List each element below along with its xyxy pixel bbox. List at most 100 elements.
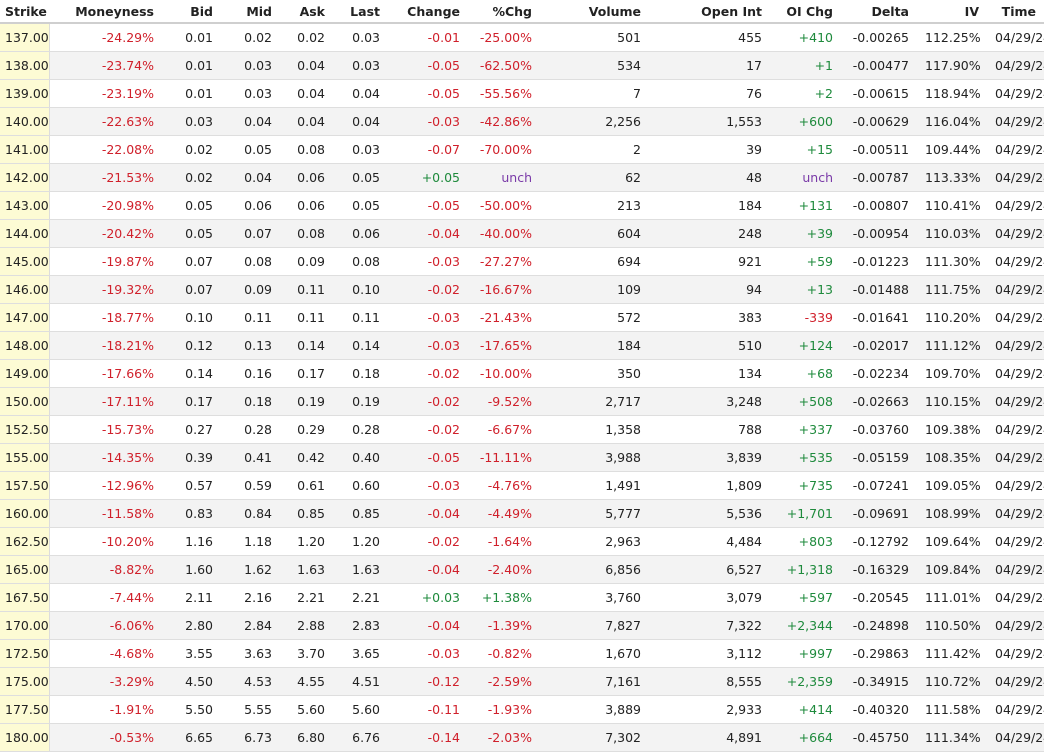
table-row[interactable]: 170.00 -6.06% 2.80 2.84 2.88 2.83 -0.04 -1.39% 7… <box>0 611 1044 640</box>
cell-strike: 143.00 <box>0 191 50 220</box>
table-row[interactable]: 144.00 -20.42% 0.05 0.07 0.08 0.06 -0.04 -40.00… <box>0 219 1044 248</box>
table-row[interactable]: 165.00 -8.82% 1.60 1.62 1.63 1.63 -0.04 -2.40% 6… <box>0 555 1044 584</box>
cell-strike: 137.00 <box>0 23 50 52</box>
table-row[interactable]: 152.50 -15.73% 0.27 0.28 0.29 0.28 -0.02 -6.67%… <box>0 415 1044 444</box>
cell-oi-change: +124 <box>770 331 841 360</box>
cell-open-interest: 3,079 <box>649 583 770 612</box>
cell-ask: 0.04 <box>280 51 333 80</box>
cell-volume: 5,777 <box>540 499 649 528</box>
cell-change: -0.02 <box>388 275 468 304</box>
cell-pct-change: unch <box>468 163 540 192</box>
table-row[interactable]: 145.00 -19.87% 0.07 0.08 0.09 0.08 -0.03 -27.27… <box>0 247 1044 276</box>
cell-oi-change: +535 <box>770 443 841 472</box>
column-header-ask[interactable]: Ask <box>280 0 333 24</box>
cell-mid: 2.16 <box>221 583 280 612</box>
table-row[interactable]: 141.00 -22.08% 0.02 0.05 0.08 0.03 -0.07 -70.00… <box>0 135 1044 164</box>
cell-iv: 109.64% <box>917 527 987 556</box>
cell-moneyness: -19.32% <box>49 275 162 304</box>
cell-bid: 0.07 <box>162 275 221 304</box>
table-row[interactable]: 180.00 -0.53% 6.65 6.73 6.80 6.76 -0.14 -2.03% 7… <box>0 723 1044 752</box>
cell-strike: 145.00 <box>0 247 50 276</box>
column-header-volume[interactable]: Volume <box>540 0 649 24</box>
cell-ask: 0.42 <box>280 443 333 472</box>
cell-oi-change: +508 <box>770 387 841 416</box>
cell-pct-change: -2.59% <box>468 667 540 696</box>
cell-moneyness: -18.21% <box>49 331 162 360</box>
cell-change: -0.04 <box>388 499 468 528</box>
column-header-time[interactable]: Time <box>987 0 1044 24</box>
column-header-open-interest[interactable]: Open Int <box>649 0 770 24</box>
table-row[interactable]: 157.50 -12.96% 0.57 0.59 0.61 0.60 -0.03 -4.76%… <box>0 471 1044 500</box>
cell-change: -0.03 <box>388 247 468 276</box>
column-header-iv[interactable]: IV <box>917 0 987 24</box>
table-row[interactable]: 139.00 -23.19% 0.01 0.03 0.04 0.04 -0.05 -55.56… <box>0 79 1044 108</box>
cell-change: -0.05 <box>388 191 468 220</box>
cell-time: 04/29/24 <box>987 583 1044 612</box>
cell-time: 04/29/24 <box>987 695 1044 724</box>
cell-open-interest: 455 <box>649 23 770 52</box>
table-row[interactable]: 137.00 -24.29% 0.01 0.02 0.02 0.03 -0.01 -25.00… <box>0 23 1044 52</box>
cell-iv: 111.01% <box>917 583 987 612</box>
table-row[interactable]: 148.00 -18.21% 0.12 0.13 0.14 0.14 -0.03 -17.65… <box>0 331 1044 360</box>
table-row[interactable]: 149.00 -17.66% 0.14 0.16 0.17 0.18 -0.02 -10.00… <box>0 359 1044 388</box>
table-row[interactable]: 146.00 -19.32% 0.07 0.09 0.11 0.10 -0.02 -16.67… <box>0 275 1044 304</box>
cell-moneyness: -6.06% <box>49 611 162 640</box>
table-row[interactable]: 147.00 -18.77% 0.10 0.11 0.11 0.11 -0.03 -21.43… <box>0 303 1044 332</box>
cell-iv: 109.38% <box>917 415 987 444</box>
cell-last: 0.60 <box>333 471 388 500</box>
table-row[interactable]: 177.50 -1.91% 5.50 5.55 5.60 5.60 -0.11 -1.93% 3… <box>0 695 1044 724</box>
cell-strike: 177.50 <box>0 695 50 724</box>
cell-oi-change: +15 <box>770 135 841 164</box>
column-header-change[interactable]: Change <box>388 0 468 24</box>
table-row[interactable]: 142.00 -21.53% 0.02 0.04 0.06 0.05 +0.05 unch 62… <box>0 163 1044 192</box>
table-row[interactable]: 138.00 -23.74% 0.01 0.03 0.04 0.03 -0.05 -62.50… <box>0 51 1044 80</box>
cell-ask: 0.04 <box>280 107 333 136</box>
cell-pct-change: -70.00% <box>468 135 540 164</box>
cell-open-interest: 248 <box>649 219 770 248</box>
table-row[interactable]: 172.50 -4.68% 3.55 3.63 3.70 3.65 -0.03 -0.82% 1… <box>0 639 1044 668</box>
cell-volume: 1,491 <box>540 471 649 500</box>
cell-volume: 3,760 <box>540 583 649 612</box>
column-header-last[interactable]: Last <box>333 0 388 24</box>
column-header-strike[interactable]: Strike <box>0 0 49 24</box>
cell-change: +0.05 <box>388 163 468 192</box>
table-row[interactable]: 155.00 -14.35% 0.39 0.41 0.42 0.40 -0.05 -11.11… <box>0 443 1044 472</box>
cell-pct-change: -17.65% <box>468 331 540 360</box>
cell-pct-change: -2.03% <box>468 723 540 752</box>
table-row[interactable]: 143.00 -20.98% 0.05 0.06 0.06 0.05 -0.05 -50.00… <box>0 191 1044 220</box>
column-header-delta[interactable]: Delta <box>841 0 917 24</box>
cell-volume: 7,827 <box>540 611 649 640</box>
cell-time: 04/29/24 <box>987 191 1044 220</box>
table-row[interactable]: 167.50 -7.44% 2.11 2.16 2.21 2.21 +0.03 +1.38% 3… <box>0 583 1044 612</box>
column-header-mid[interactable]: Mid <box>221 0 280 24</box>
cell-mid: 4.53 <box>221 667 280 696</box>
table-row[interactable]: 162.50 -10.20% 1.16 1.18 1.20 1.20 -0.02 -1.64%… <box>0 527 1044 556</box>
cell-change: -0.03 <box>388 107 468 136</box>
cell-oi-change: +414 <box>770 695 841 724</box>
column-header-moneyness[interactable]: Moneyness <box>49 0 162 24</box>
cell-open-interest: 7,322 <box>649 611 770 640</box>
cell-change: -0.11 <box>388 695 468 724</box>
cell-moneyness: -18.77% <box>49 303 162 332</box>
cell-strike: 138.00 <box>0 51 50 80</box>
cell-strike: 170.00 <box>0 611 50 640</box>
cell-delta: -0.01641 <box>841 303 917 332</box>
header-row: Strike Moneyness Bid Mid Ask Last Change… <box>0 0 1044 24</box>
column-header-oi-change[interactable]: OI Chg <box>770 0 841 24</box>
table-row[interactable]: 175.00 -3.29% 4.50 4.53 4.55 4.51 -0.12 -2.59% 7… <box>0 667 1044 696</box>
cell-time: 04/29/24 <box>987 611 1044 640</box>
cell-open-interest: 94 <box>649 275 770 304</box>
table-row[interactable]: 160.00 -11.58% 0.83 0.84 0.85 0.85 -0.04 -4.49%… <box>0 499 1044 528</box>
cell-pct-change: -21.43% <box>468 303 540 332</box>
column-header-pct-change[interactable]: %Chg <box>468 0 540 24</box>
cell-oi-change: +664 <box>770 723 841 752</box>
table-row[interactable]: 140.00 -22.63% 0.03 0.04 0.04 0.04 -0.03 -42.86… <box>0 107 1044 136</box>
cell-bid: 0.05 <box>162 191 221 220</box>
cell-mid: 0.16 <box>221 359 280 388</box>
cell-iv: 109.05% <box>917 471 987 500</box>
column-header-bid[interactable]: Bid <box>162 0 221 24</box>
cell-moneyness: -19.87% <box>49 247 162 276</box>
cell-time: 04/29/24 <box>987 247 1044 276</box>
table-row[interactable]: 150.00 -17.11% 0.17 0.18 0.19 0.19 -0.02 -9.52%… <box>0 387 1044 416</box>
cell-strike: 144.00 <box>0 219 50 248</box>
